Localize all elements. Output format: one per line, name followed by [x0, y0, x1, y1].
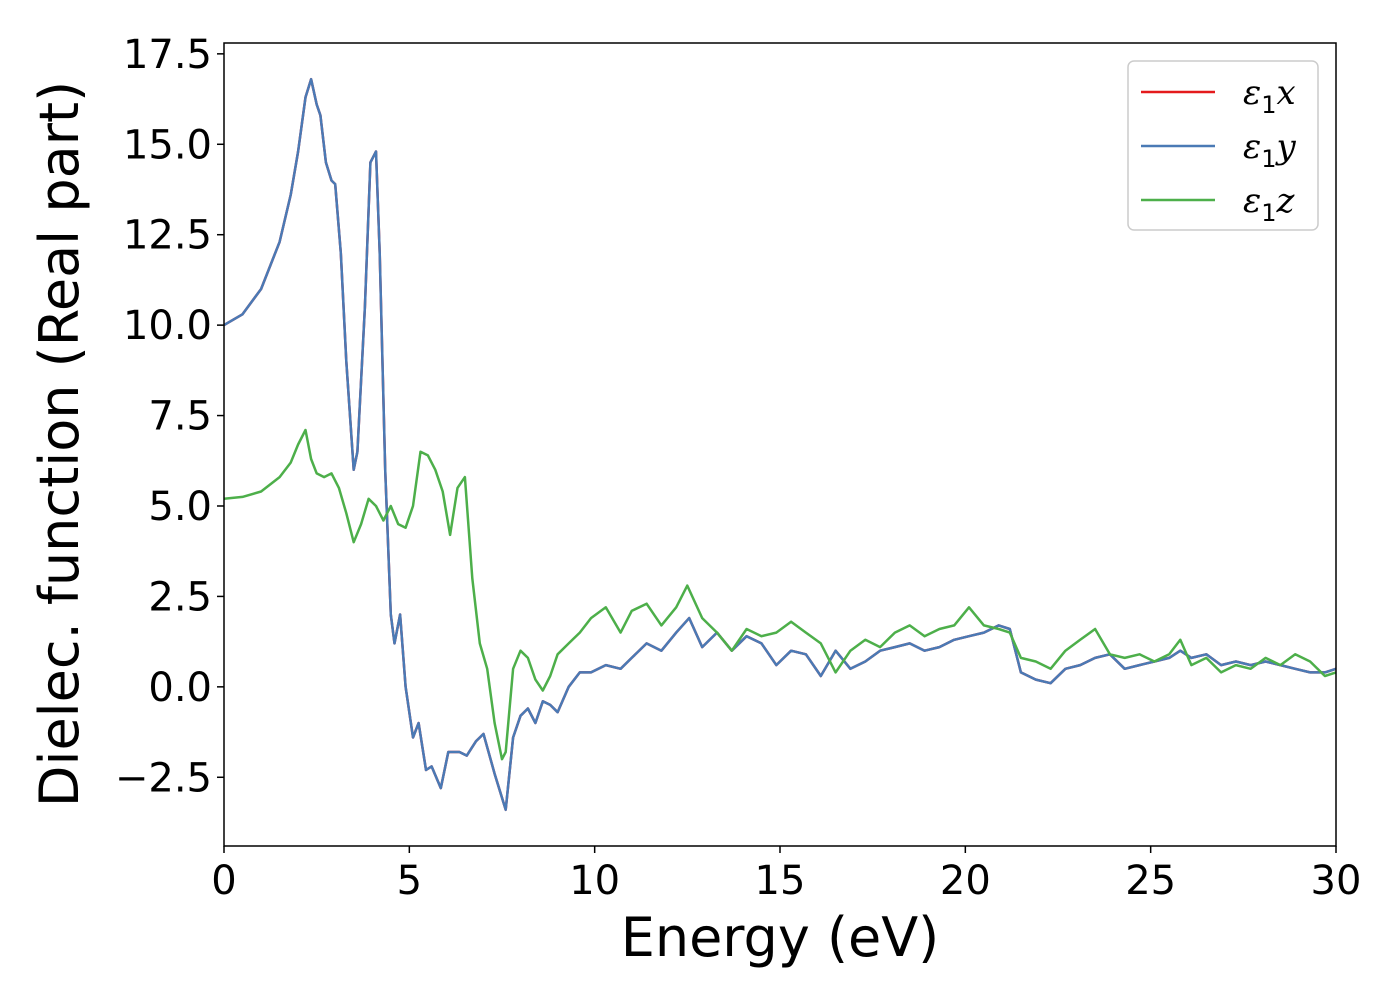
x-tick-label: 20	[940, 858, 991, 904]
y-tick-label: 7.5	[148, 394, 212, 440]
y-tick-label: 2.5	[148, 574, 212, 620]
series-line-1	[224, 77, 1336, 812]
y-tick-label: 0.0	[148, 665, 212, 711]
series-layer	[224, 77, 1336, 812]
x-axis-title: Energy (eV)	[621, 906, 940, 969]
legend-label-1: ε1y	[1243, 127, 1297, 173]
y-tick-label: 5.0	[148, 484, 212, 530]
legend-label-0: ε1x	[1243, 73, 1296, 119]
legend-box	[1127, 60, 1319, 231]
y-tick-label: 17.5	[123, 32, 212, 78]
x-tick-label: 30	[1311, 858, 1362, 904]
x-tick-label: 0	[211, 858, 236, 904]
y-tick-label: 15.0	[123, 122, 212, 168]
y-tick-label: 12.5	[123, 213, 212, 259]
x-axis-ticks: 0 5 10 15 20 25 30	[211, 846, 1361, 904]
series-line-2	[224, 428, 1336, 761]
y-axis-ticks: −2.5 0.0 2.5 5.0 7.5 10.0 12.5 15.0 17.5	[115, 32, 224, 801]
x-tick-label: 10	[569, 858, 620, 904]
legend-label-2: ε1z	[1243, 181, 1296, 227]
y-tick-label: −2.5	[115, 755, 212, 801]
y-axis-title: Dielec. function (Real part)	[28, 81, 91, 807]
y-tick-label: 10.0	[123, 303, 212, 349]
x-tick-label: 5	[397, 858, 422, 904]
x-tick-label: 15	[755, 858, 806, 904]
legend: ε1x ε1y ε1z	[1127, 60, 1319, 231]
x-tick-label: 25	[1125, 858, 1176, 904]
